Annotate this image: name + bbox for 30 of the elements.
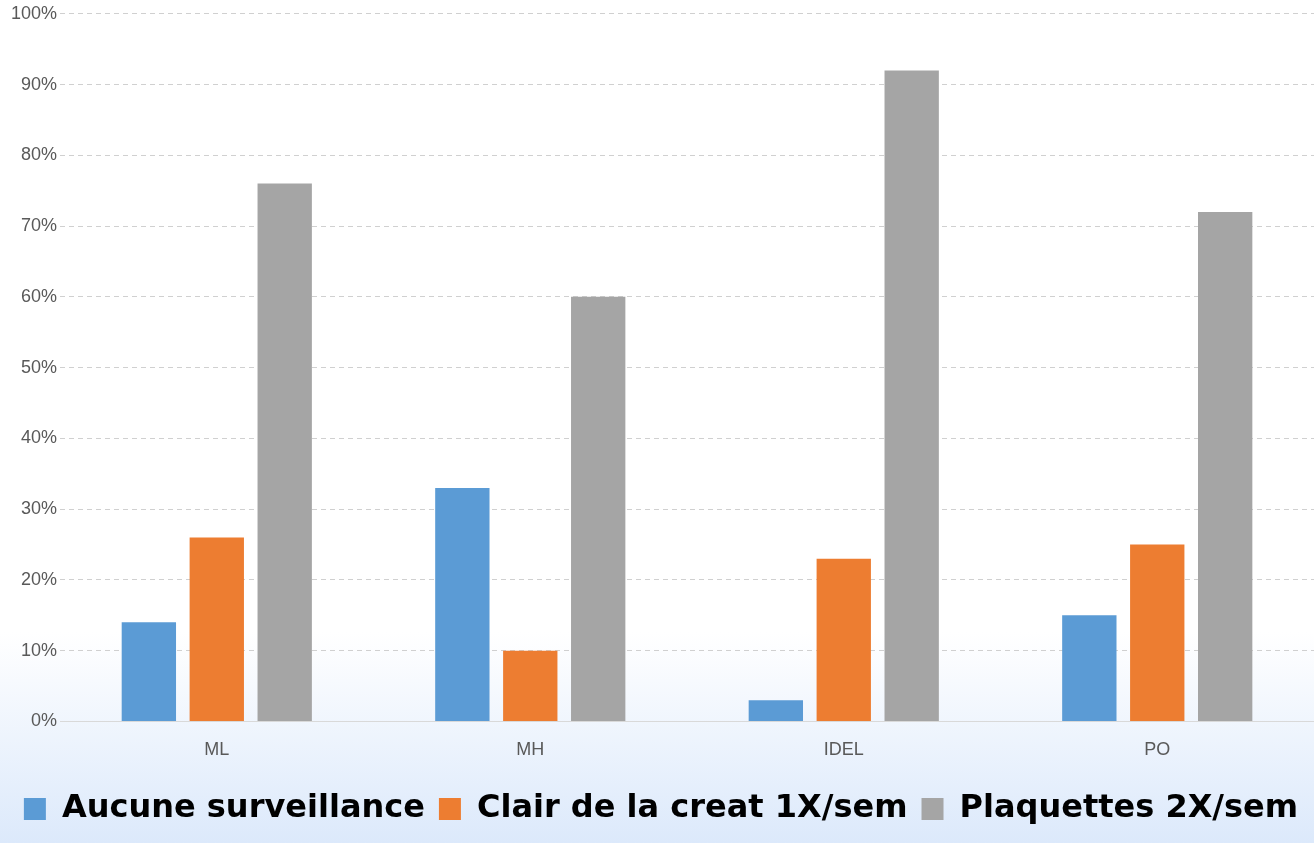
legend-label: Plaquettes 2X/sem [959,787,1299,826]
legend-label: Clair de la creat 1X/sem [476,787,908,826]
x-tick-label: ML [204,739,230,760]
y-tick-label: 20% [21,568,58,589]
bar [435,487,490,721]
bar [1130,544,1185,721]
bar [121,622,177,721]
y-tick-label: 80% [21,144,58,165]
y-tick-label: 40% [21,427,58,448]
y-tick-label: 90% [21,73,58,94]
bar [257,183,312,721]
legend-label: Aucune surveillance [61,787,425,826]
y-tick-label: 0% [31,710,58,731]
y-tick-label: 30% [21,498,58,519]
bar [189,537,244,721]
bar [571,296,626,721]
y-tick-label: 50% [21,356,58,377]
y-tick-label: 60% [21,285,58,306]
y-tick-label: 100% [10,2,58,23]
x-tick-label: MH [516,739,545,760]
bar [503,650,558,721]
y-tick-label: 70% [21,215,58,236]
bar [884,70,939,721]
bar [1062,615,1117,721]
bar [816,558,871,721]
y-tick-label: 10% [21,639,58,660]
bar [1198,211,1253,721]
x-tick-label: PO [1144,739,1171,760]
bar [748,700,804,721]
x-tick-label: IDEL [823,739,864,760]
